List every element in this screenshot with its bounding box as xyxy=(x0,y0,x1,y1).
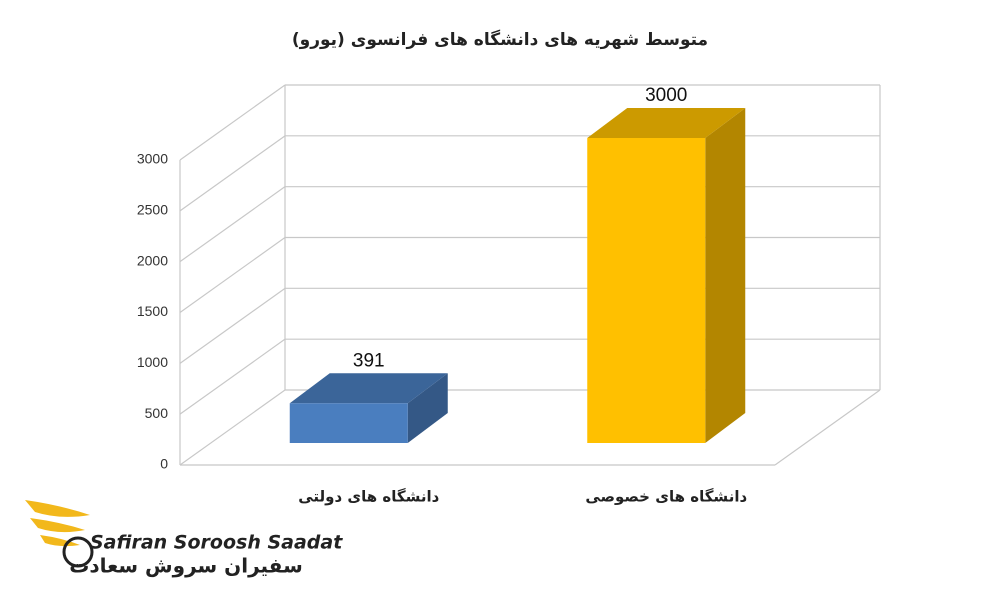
logo-swirl xyxy=(62,536,94,568)
logo-name-fa: سفیران سروش سعادت xyxy=(69,554,303,578)
y-tick-label: 2500 xyxy=(137,202,168,218)
x-tick-label: دانشگاه های دولتی xyxy=(298,488,439,506)
grid-line xyxy=(179,186,286,263)
bar-side xyxy=(705,108,746,443)
value-label: 3000 xyxy=(645,85,687,106)
y-tick-label: 500 xyxy=(145,405,169,421)
y-tick-label: 3000 xyxy=(137,151,168,167)
grid-line xyxy=(179,135,286,212)
bar xyxy=(289,403,408,443)
logo-wing xyxy=(40,535,80,547)
logo-wing xyxy=(25,500,90,517)
logo-wing xyxy=(30,518,85,533)
y-tick-label: 0 xyxy=(160,456,168,472)
bar-top xyxy=(587,108,746,138)
bar-side xyxy=(407,373,448,443)
bar xyxy=(587,138,706,443)
grid-line xyxy=(179,287,286,364)
y-tick-label: 1500 xyxy=(137,303,168,319)
y-tick-label: 1000 xyxy=(137,354,168,370)
chart-title: متوسط شهریه های دانشگاه های فرانسوی (یور… xyxy=(292,29,708,50)
grid-line xyxy=(179,389,286,466)
x-tick-label: دانشگاه های خصوصی xyxy=(585,488,747,506)
bar-top xyxy=(289,373,448,404)
grid-line xyxy=(179,237,286,313)
floor-right xyxy=(774,389,881,466)
grid-line xyxy=(179,338,286,415)
logo: Safiran Soroosh Saadat سفیران سروش سعادت xyxy=(25,500,343,578)
grid-line xyxy=(179,84,286,161)
logo-name-en: Safiran Soroosh Saadat xyxy=(90,532,343,554)
value-label: 391 xyxy=(353,350,385,371)
y-tick-label: 2000 xyxy=(137,252,168,268)
